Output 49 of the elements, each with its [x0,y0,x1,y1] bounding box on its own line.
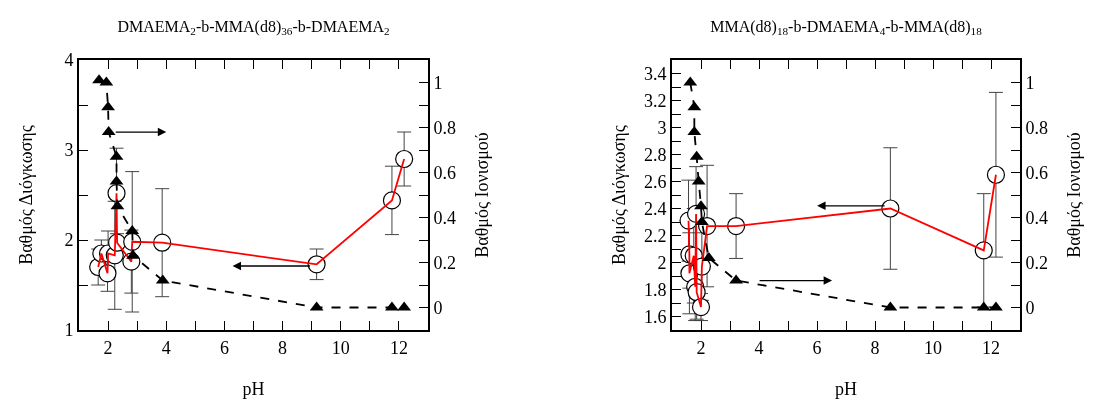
y-axis-title: Βαθμός Διόγκωσης [609,125,629,265]
y-tick-label: 2.2 [643,225,667,246]
x-tick-label: 2 [696,337,706,358]
x-tick-label: 12 [982,337,1000,358]
y2-axis-title: Βαθμός Ιονισμού [471,132,492,258]
y2-tick-label: 0.4 [1025,207,1049,228]
y-tick-label: 2.8 [643,144,667,165]
x-tick-label: 8 [870,337,880,358]
y-tick-label: 2 [657,252,667,273]
y2-tick-label: 1 [1025,72,1035,93]
x-tick-label: 2 [103,337,113,358]
chart-title: DMAEMA$_{2}$-b-MMA(d8)$_{36}$-b-DMAEMA$_{2}$ [117,17,390,37]
y-tick-label: 2 [64,230,74,251]
x-tick-label: 4 [754,337,764,358]
y-tick-label: 4 [64,50,74,71]
x-tick-label: 6 [812,337,822,358]
y-tick-label: 3.4 [643,63,667,84]
x-tick-label: 12 [389,337,408,358]
y-tick-label: 2.6 [643,171,667,192]
y-tick-label: 3.2 [643,90,667,111]
y-tick-label: 3 [657,117,667,138]
x-tick-label: 6 [219,337,229,358]
y2-tick-label: 0.8 [433,117,457,138]
y2-tick-label: 0 [433,297,443,318]
y2-tick-label: 1 [433,72,443,93]
x-tick-label: 10 [331,337,350,358]
y2-tick-label: 0.6 [1025,162,1049,183]
x-tick-label: 8 [278,337,288,358]
chart-title: MMA(d8)$_{18}$-b-DMAEMA$_{4}$-b-MMA(d8)$_{18}$ [710,17,983,37]
y-tick-label: 1.8 [643,279,667,300]
y2-tick-label: 0.2 [1025,252,1049,273]
point [385,301,399,311]
y2-axis-title: Βαθμός Ιονισμού [1063,132,1084,258]
y-tick-label: 3 [64,140,74,161]
x-tick-label: 4 [161,337,171,358]
y2-tick-label: 0 [1025,297,1035,318]
x-axis-title: pH [242,379,265,399]
y-tick-label: 2.4 [643,198,667,219]
y2-tick-label: 0.2 [433,252,457,273]
y2-tick-label: 0.8 [1025,117,1049,138]
x-axis-title: pH [835,379,857,399]
y-tick-label: 1 [64,320,74,341]
y-axis-title: Βαθμός Διόγκωσης [16,125,36,265]
y2-tick-label: 0.4 [433,207,457,228]
y-tick-label: 1.6 [643,306,667,327]
point [989,301,1003,311]
point [694,200,708,210]
y2-tick-label: 0.6 [433,162,457,183]
x-tick-label: 10 [924,337,942,358]
